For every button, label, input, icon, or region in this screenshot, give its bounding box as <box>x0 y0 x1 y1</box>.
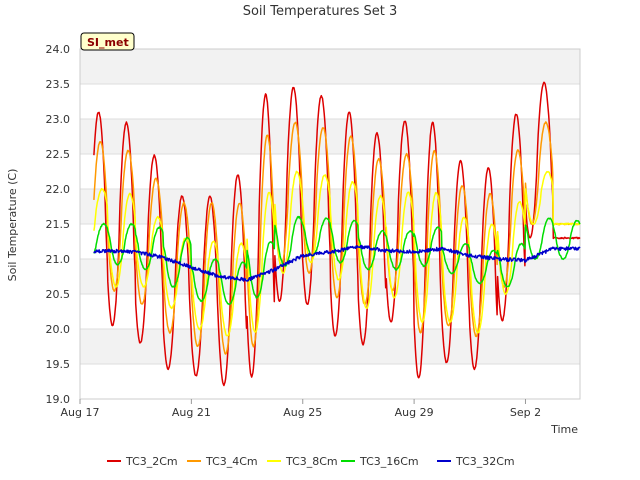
x-tick-label: Sep 2 <box>510 406 541 419</box>
station-badge: SI_met <box>80 32 135 51</box>
y-axis-label: Soil Temperature (C) <box>6 169 19 282</box>
y-tick-label: 20.5 <box>46 288 71 301</box>
x-tick-label: Aug 17 <box>61 406 100 419</box>
background-band <box>80 329 580 364</box>
series-lines <box>93 81 581 387</box>
series-line-tc3-2cm <box>93 81 581 387</box>
y-tick-label: 24.0 <box>46 43 71 56</box>
y-tick-label: 21.5 <box>46 218 71 231</box>
y-tick-label: 19.5 <box>46 358 71 371</box>
series-line-tc3-32cm <box>93 244 581 282</box>
y-tick-label: 21.0 <box>46 253 71 266</box>
series-line-tc3-16cm <box>93 215 581 306</box>
y-tick-label: 20.0 <box>46 323 71 336</box>
legend-label: TC3_8Cm <box>285 455 338 468</box>
legend-label: TC3_4Cm <box>205 455 258 468</box>
legend-label: TC3_32Cm <box>455 455 515 468</box>
x-tick-label: Aug 25 <box>283 406 322 419</box>
chart-title: Soil Temperatures Set 3 <box>243 4 398 19</box>
legend: TC3_2Cm TC3_4Cm TC3_8Cm TC3_16Cm TC3_32Cm <box>107 455 515 468</box>
x-axis-ticks: Aug 17 Aug 21 Aug 25 Aug 29 Sep 2 <box>61 399 541 419</box>
series-line-tc3-4cm <box>93 121 581 355</box>
y-tick-label: 22.0 <box>46 183 71 196</box>
x-axis-label: Time <box>550 423 578 436</box>
x-tick-label: Aug 21 <box>172 406 211 419</box>
station-badge-label: SI_met <box>87 36 129 49</box>
legend-label: TC3_16Cm <box>359 455 419 468</box>
legend-label: TC3_2Cm <box>125 455 178 468</box>
background-band <box>80 119 580 154</box>
y-tick-label: 23.0 <box>46 113 71 126</box>
series-line-tc3-8cm <box>93 170 581 337</box>
station-badge-box <box>80 32 135 51</box>
x-tick-label: Aug 29 <box>395 406 434 419</box>
y-axis-ticks: 19.0 19.5 20.0 20.5 21.0 21.5 22.0 22.5 23.0 23.5… <box>46 43 71 406</box>
y-tick-label: 23.5 <box>46 78 71 91</box>
background-band <box>80 49 580 84</box>
y-tick-label: 19.0 <box>46 393 71 406</box>
y-tick-label: 22.5 <box>46 148 71 161</box>
